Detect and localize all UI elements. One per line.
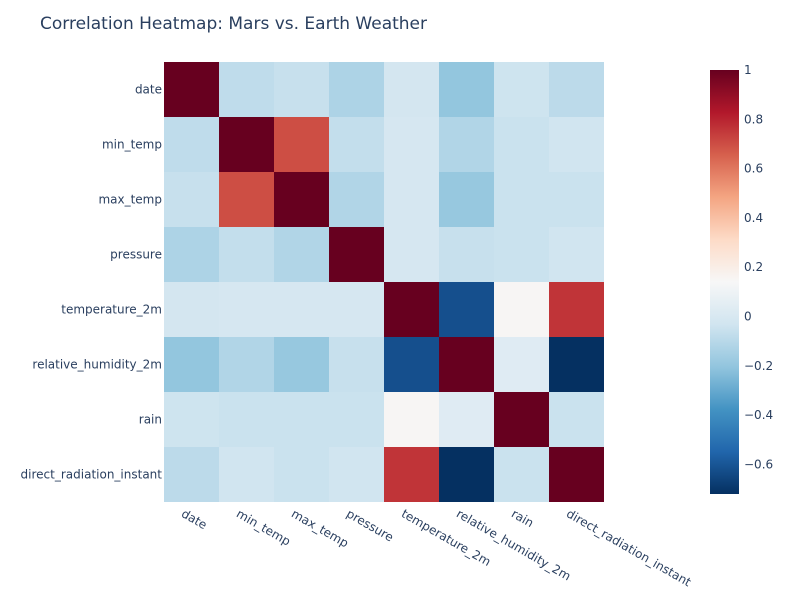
x-tick-label: min_temp [234, 506, 293, 548]
heatmap-cell [164, 227, 219, 282]
x-tick-label: date [179, 506, 209, 532]
heatmap-cell [329, 62, 384, 117]
y-axis-tick-labels: date min_temp max_temp pressure temperature_… [21, 83, 163, 482]
heatmap-cell [549, 447, 604, 502]
y-tick-label: pressure [110, 248, 162, 262]
heatmap-cell [219, 337, 274, 392]
colorbar-tick-label: 0 [744, 310, 752, 324]
heatmap-cell [329, 117, 384, 172]
heatmap-cell [329, 282, 384, 337]
heatmap-cell [219, 447, 274, 502]
x-tick-label: rain [509, 506, 536, 530]
heatmap-cell [274, 282, 329, 337]
heatmap-cell [494, 227, 549, 282]
heatmap-cell [549, 62, 604, 117]
heatmap-cell [274, 337, 329, 392]
heatmap-cell [384, 337, 439, 392]
heatmap-cell [164, 392, 219, 447]
heatmap-cell [494, 392, 549, 447]
colorbar-tick-labels: 1 0.8 0.6 0.4 0.2 0 −0.2 −0.4 −0.6 [744, 63, 773, 471]
heatmap-cell [274, 117, 329, 172]
y-tick-label: temperature_2m [61, 303, 162, 317]
colorbar-tick-label: 0.2 [744, 260, 763, 274]
heatmap-cell [384, 117, 439, 172]
x-tick-label: max_temp [289, 506, 351, 550]
heatmap-cell [329, 227, 384, 282]
heatmap-cell [439, 172, 494, 227]
heatmap-cell [274, 227, 329, 282]
heatmap-cell [384, 62, 439, 117]
heatmap-cell [274, 392, 329, 447]
heatmap-cell [164, 282, 219, 337]
heatmap-cell [329, 172, 384, 227]
heatmap-cell [219, 282, 274, 337]
heatmap-cell [329, 392, 384, 447]
colorbar-tick-label: −0.4 [744, 408, 773, 422]
y-tick-label: direct_radiation_instant [21, 468, 163, 482]
heatmap-cell [439, 447, 494, 502]
heatmap-cell [549, 282, 604, 337]
heatmap-cell [494, 117, 549, 172]
heatmap-cell [164, 117, 219, 172]
heatmap-cell [494, 62, 549, 117]
colorbar-tick-label: 0.4 [744, 211, 763, 225]
y-tick-label: date [135, 83, 162, 97]
heatmap-cell [384, 392, 439, 447]
heatmap-cell [439, 282, 494, 337]
heatmap-cell [164, 62, 219, 117]
y-tick-label: max_temp [98, 193, 162, 207]
heatmap-cell [439, 227, 494, 282]
heatmap-cell [329, 337, 384, 392]
x-tick-label: direct_radiation_instant [564, 506, 694, 589]
colorbar-tick-label: 0.6 [744, 162, 763, 176]
colorbar-tick-label: 0.8 [744, 112, 763, 126]
heatmap-cell [384, 447, 439, 502]
heatmap-cell [439, 392, 494, 447]
colorbar-tick-label: −0.2 [744, 359, 773, 373]
heatmap-cell [439, 117, 494, 172]
heatmap-cells [164, 62, 604, 502]
heatmap-cell [494, 172, 549, 227]
heatmap-cell [494, 447, 549, 502]
heatmap-cell [549, 172, 604, 227]
heatmap-cell [549, 227, 604, 282]
heatmap-cell [274, 172, 329, 227]
heatmap-cell [164, 172, 219, 227]
x-tick-label: pressure [344, 506, 396, 544]
colorbar-tick-label: 1 [744, 63, 752, 77]
heatmap-cell [549, 392, 604, 447]
chart-title: Correlation Heatmap: Mars vs. Earth Weat… [40, 14, 427, 34]
heatmap-cell [329, 447, 384, 502]
colorbar-tick-label: −0.6 [744, 457, 773, 471]
heatmap-cell [494, 337, 549, 392]
heatmap-cell [384, 227, 439, 282]
colorbar [710, 70, 739, 494]
heatmap-cell [384, 172, 439, 227]
heatmap-cell [164, 447, 219, 502]
heatmap-cell [219, 392, 274, 447]
y-tick-label: relative_humidity_2m [32, 358, 162, 372]
heatmap-cell [384, 282, 439, 337]
heatmap-cell [494, 282, 549, 337]
heatmap-cell [219, 227, 274, 282]
heatmap-cell [219, 117, 274, 172]
heatmap-cell [549, 117, 604, 172]
y-tick-label: min_temp [102, 138, 162, 152]
y-tick-label: rain [139, 413, 162, 427]
heatmap-cell [219, 62, 274, 117]
heatmap-cell [274, 447, 329, 502]
heatmap-cell [549, 337, 604, 392]
heatmap-cell [439, 337, 494, 392]
heatmap-cell [164, 337, 219, 392]
heatmap-cell [219, 172, 274, 227]
heatmap-cell [274, 62, 329, 117]
heatmap-cell [439, 62, 494, 117]
